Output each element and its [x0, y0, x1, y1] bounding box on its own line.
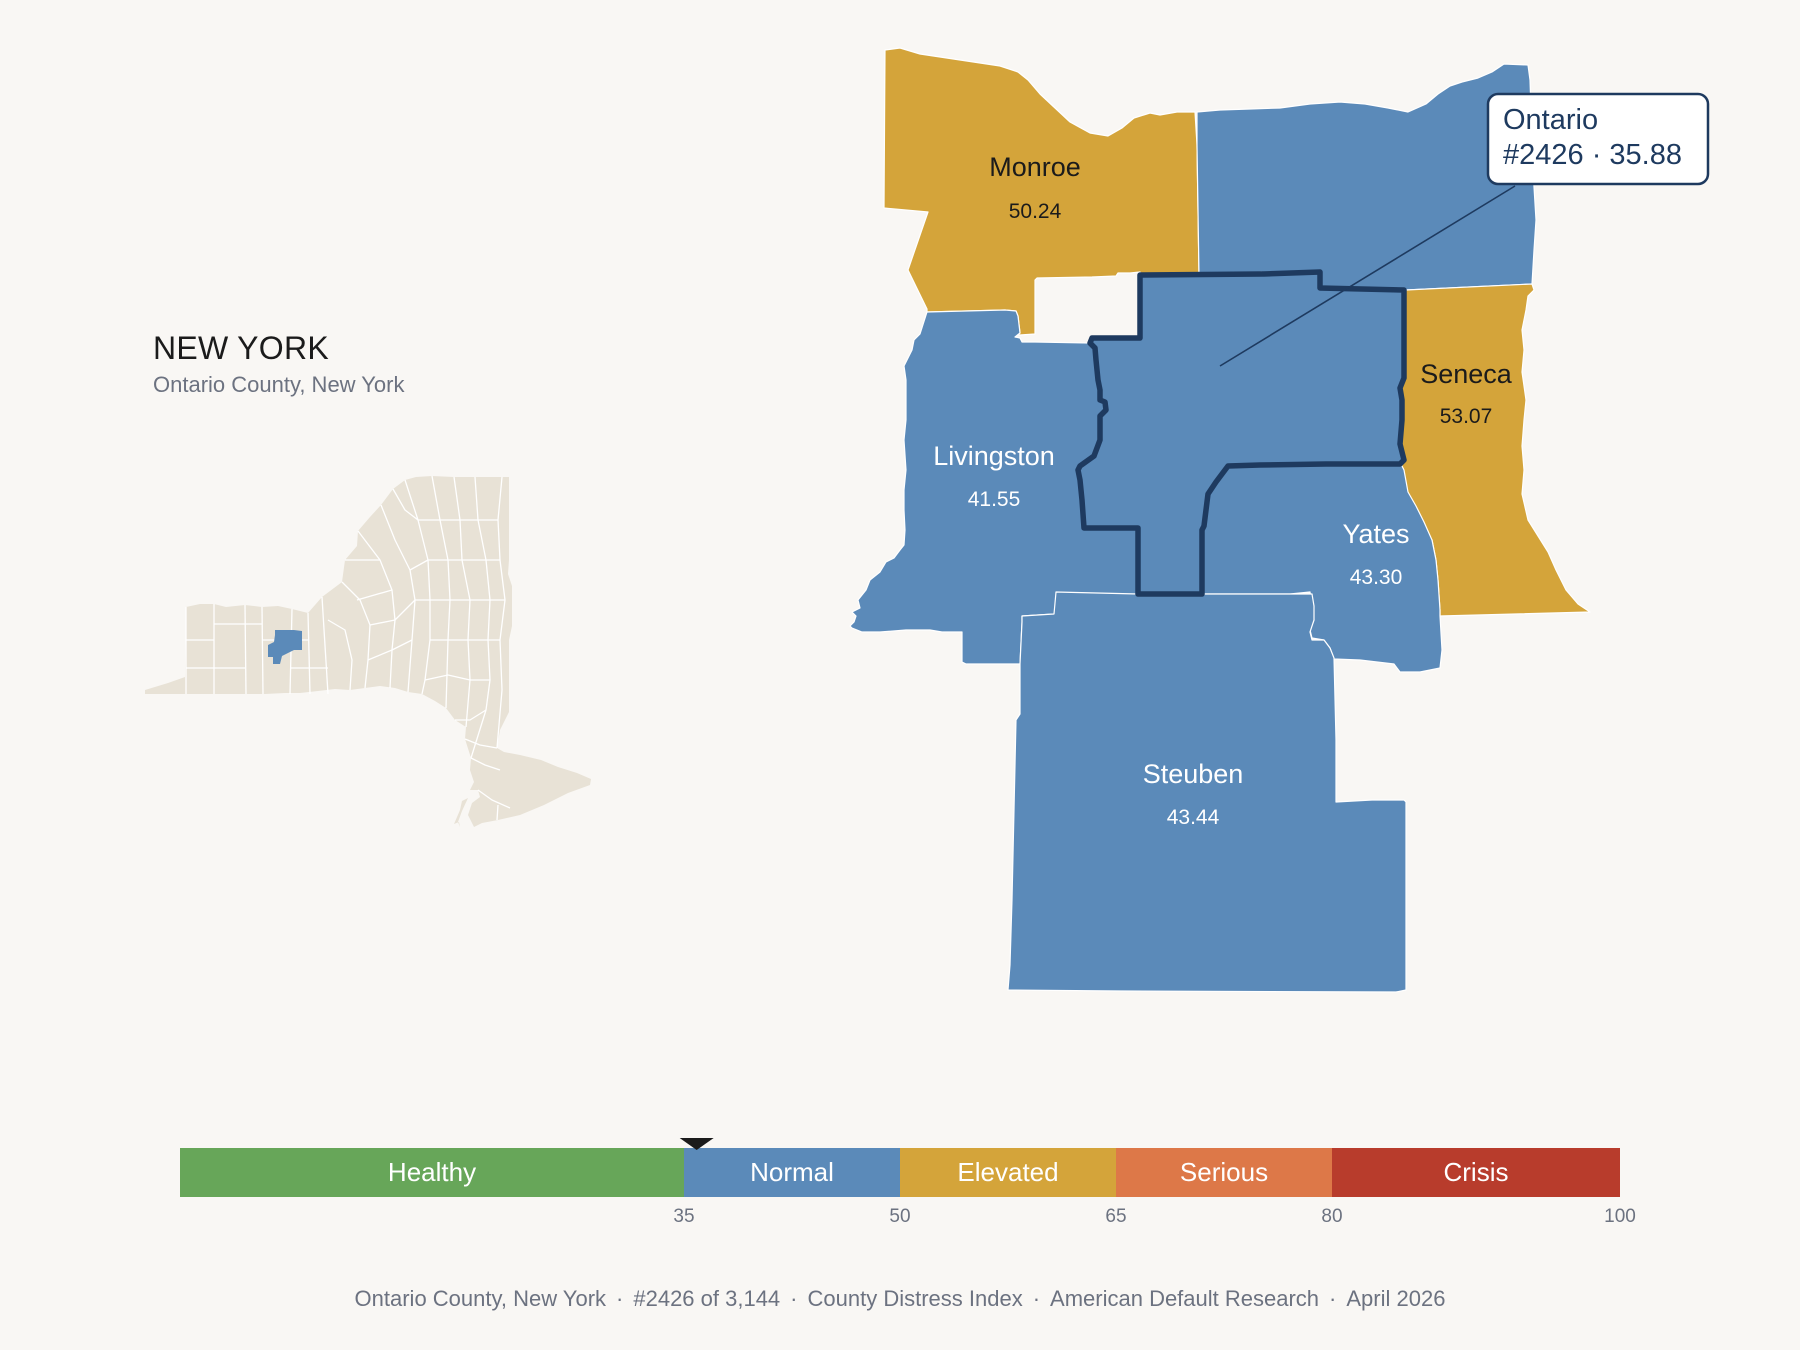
- scale-band-label-serious: Serious: [1180, 1157, 1268, 1187]
- scale-band-crisis: [1332, 1148, 1620, 1197]
- county-steuben[interactable]: [1007, 591, 1407, 993]
- county-labels: Monroe 50.24 Seneca 53.07 Livingston 41.55 Yat…: [933, 152, 1513, 829]
- scale-tick-100: 100: [1604, 1206, 1636, 1227]
- scale-band-label-crisis: Crisis: [1444, 1157, 1509, 1187]
- selected-county-callout: Ontario #2426 · 35.88: [1486, 92, 1710, 186]
- scale-marker-icon: [679, 1138, 714, 1150]
- scale-band-label-elevated: Elevated: [957, 1157, 1058, 1187]
- distress-scale: Healthy Normal Elevated Serious Crisis 35 50 6…: [180, 1138, 1636, 1227]
- county-map: [849, 47, 1591, 993]
- state-subtitle: Ontario County, New York: [153, 372, 405, 397]
- county-label-seneca: Seneca: [1420, 359, 1513, 389]
- scale-tick-80: 80: [1321, 1206, 1342, 1227]
- county-label-yates: Yates: [1342, 519, 1409, 549]
- county-wayne[interactable]: [1196, 63, 1537, 297]
- scale-bands: Healthy Normal Elevated Serious Crisis: [180, 1148, 1620, 1197]
- county-ontario[interactable]: [1075, 269, 1407, 597]
- footer-item: County Distress Index: [807, 1286, 1023, 1311]
- scale-band-normal: [684, 1148, 900, 1197]
- callout-box: [1486, 92, 1710, 186]
- footer-item: #2426 of 3,144: [633, 1286, 781, 1311]
- footer-item: Ontario County, New York: [354, 1286, 607, 1311]
- footer-separator: ·: [1329, 1286, 1337, 1311]
- footer-separator: ·: [616, 1286, 624, 1311]
- county-value-livingston: 41.55: [968, 488, 1021, 511]
- scale-band-label-normal: Normal: [750, 1157, 834, 1187]
- scale-tick-35: 35: [673, 1206, 694, 1227]
- footer-separator: ·: [1032, 1286, 1041, 1311]
- scale-band-elevated: [900, 1148, 1116, 1197]
- county-value-monroe: 50.24: [1009, 200, 1062, 223]
- scale-band-label-healthy: Healthy: [388, 1157, 476, 1187]
- ontario-county-inset-highlight: [268, 630, 302, 664]
- scale-band-serious: [1116, 1148, 1332, 1197]
- callout-rank-value: #2426 · 35.88: [1503, 139, 1682, 171]
- county-label-livingston: Livingston: [933, 441, 1055, 471]
- scale-tick-65: 65: [1105, 1206, 1126, 1227]
- callout-leader-line: [1219, 185, 1516, 367]
- state-county-lines: [185, 475, 511, 821]
- state-inset-map: [145, 475, 591, 827]
- scale-tick-labels: 35 50 65 80 100: [673, 1206, 1635, 1227]
- callout-county-name: Ontario: [1503, 104, 1598, 136]
- scale-tick-50: 50: [889, 1206, 910, 1227]
- footer-separator: ·: [790, 1286, 798, 1311]
- county-value-yates: 43.30: [1350, 566, 1403, 589]
- scale-band-healthy: [180, 1148, 684, 1197]
- footer-item: April 2026: [1346, 1286, 1446, 1311]
- county-value-steuben: 43.44: [1167, 806, 1220, 829]
- footer-credits: Ontario County, New York · #2426 of 3,144 ·…: [0, 1286, 1800, 1312]
- county-value-seneca: 53.07: [1440, 405, 1493, 428]
- county-label-monroe: Monroe: [989, 152, 1081, 182]
- county-label-steuben: Steuben: [1143, 759, 1244, 789]
- state-title: NEW YORK: [153, 330, 330, 366]
- footer-item: American Default Research: [1050, 1286, 1320, 1311]
